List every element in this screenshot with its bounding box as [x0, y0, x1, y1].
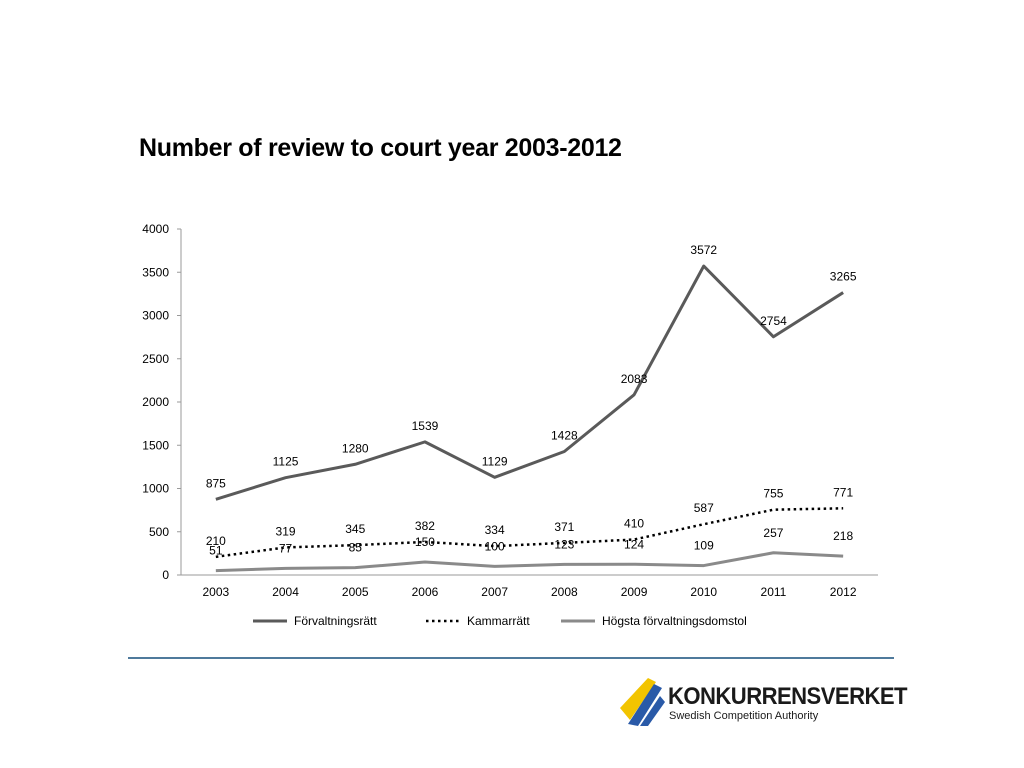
data-label: 771: [833, 485, 853, 499]
series-line-1: [215, 264, 844, 501]
series-line-3: [215, 551, 844, 573]
legend-label: Kammarrätt: [467, 614, 530, 628]
y-tick-label: 1500: [142, 438, 169, 452]
series-lines: [215, 264, 844, 573]
x-tick-label: 2006: [412, 585, 439, 599]
data-label: 319: [276, 524, 296, 538]
x-tick-label: 2007: [481, 585, 508, 599]
logo-yellow-stripe: [620, 678, 656, 720]
data-label: 345: [345, 522, 365, 536]
chart-legend: Förvaltningsrätt Kammarrätt Högsta förvalt…: [253, 614, 747, 628]
data-label: 257: [763, 526, 783, 540]
data-label: 51: [209, 544, 223, 558]
x-tick-label: 2010: [690, 585, 717, 599]
x-tick-label: 2003: [202, 585, 229, 599]
data-label: 755: [763, 487, 783, 501]
y-tick-label: 4000: [142, 222, 169, 236]
data-label: 3265: [830, 270, 857, 284]
data-label: 410: [624, 517, 644, 531]
data-labels: 875 1125 1280 1539 1129 1428 2083 3572 2754 3265 2…: [206, 243, 857, 558]
data-label: 210: [206, 534, 226, 548]
data-label: 77: [279, 541, 293, 555]
legend-label: Högsta förvaltningsdomstol: [602, 614, 747, 628]
logo-blue-stripe-small: [640, 696, 665, 726]
legend-label: Förvaltningsrätt: [294, 614, 377, 628]
y-tick-label: 2500: [142, 352, 169, 366]
data-label: 2083: [621, 372, 648, 386]
footer-divider: [128, 657, 894, 659]
y-tick-label: 3000: [142, 309, 169, 323]
logo-blue-stripe: [628, 684, 662, 726]
data-label: 85: [349, 541, 363, 555]
series-line-2: [215, 507, 844, 559]
data-label: 2754: [760, 314, 787, 328]
y-tick-label: 1000: [142, 482, 169, 496]
data-label: 100: [485, 539, 505, 553]
x-tick-label: 2012: [830, 585, 857, 599]
data-label: 150: [415, 535, 435, 549]
y-tick-label: 500: [149, 525, 169, 539]
data-label: 587: [694, 501, 714, 515]
logo-name: KONKURRENSVERKET: [668, 683, 908, 710]
data-label: 1125: [273, 455, 299, 469]
data-label: 382: [415, 519, 435, 533]
data-label: 875: [206, 476, 226, 490]
data-label: 124: [624, 537, 644, 551]
x-tick-label: 2009: [621, 585, 648, 599]
data-label: 1428: [551, 428, 578, 442]
y-tick-label: 3500: [142, 265, 169, 279]
data-label: 123: [554, 537, 574, 551]
y-tick-label: 2000: [142, 395, 169, 409]
logo-mark-icon: [620, 678, 665, 726]
x-tick-label: 2011: [761, 585, 787, 599]
data-label: 1129: [482, 454, 508, 468]
data-label: 109: [694, 539, 714, 553]
data-label: 1539: [412, 419, 439, 433]
x-tick-label: 2005: [342, 585, 369, 599]
x-tick-label: 2004: [272, 585, 299, 599]
data-label: 3572: [690, 243, 717, 257]
konkurrensverket-logo: KONKURRENSVERKET Swedish Competition Aut…: [618, 670, 908, 730]
x-tick-label: 2008: [551, 585, 578, 599]
data-label: 1280: [342, 441, 369, 455]
y-tick-label: 0: [162, 568, 169, 582]
data-label: 218: [833, 529, 853, 543]
chart-axes: 0 500 1000 1500 2000 2500 3000 3500 4000 2003 2004…: [142, 222, 878, 599]
logo-subtitle: Swedish Competition Authority: [669, 710, 819, 722]
chart-title: Number of review to court year 2003-2012: [139, 134, 622, 162]
data-label: 371: [554, 520, 574, 534]
data-label: 334: [485, 523, 505, 537]
